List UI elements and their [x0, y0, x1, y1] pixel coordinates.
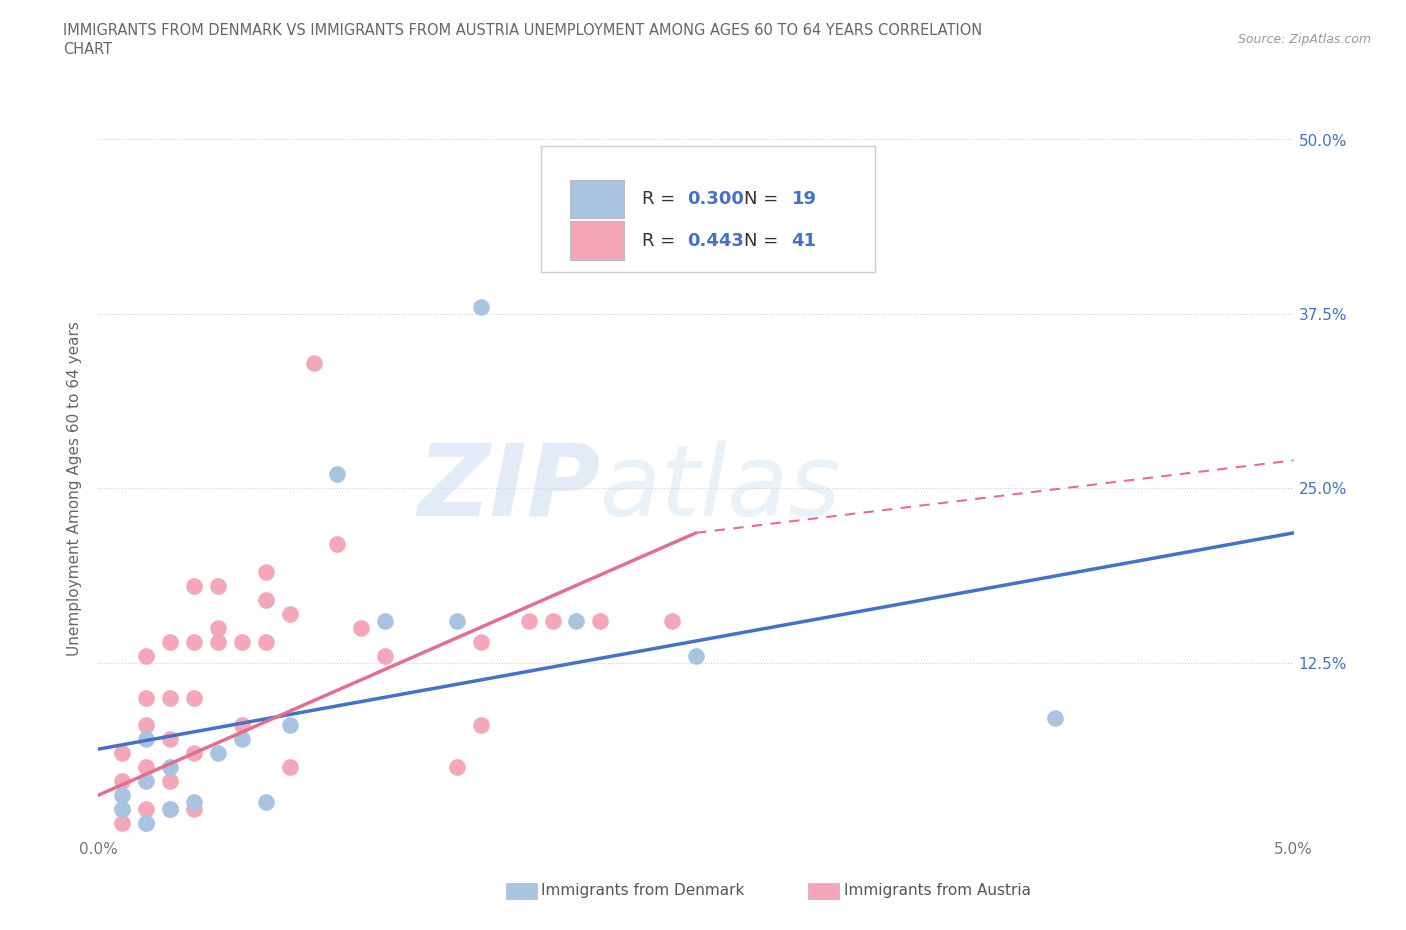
Point [470, 718, 492, 733]
Point [135, 718, 157, 733]
Point [111, 788, 134, 803]
Point [302, 355, 325, 370]
Text: Immigrants from Austria: Immigrants from Austria [844, 884, 1031, 898]
FancyBboxPatch shape [540, 147, 875, 272]
Text: R =: R = [643, 190, 681, 207]
Point [278, 760, 301, 775]
Point [326, 537, 349, 551]
Text: 41: 41 [792, 232, 817, 249]
Point [231, 718, 253, 733]
Point [685, 648, 707, 663]
Point [111, 746, 134, 761]
Text: IMMIGRANTS FROM DENMARK VS IMMIGRANTS FROM AUSTRIA UNEMPLOYMENT AMONG AGES 60 TO: IMMIGRANTS FROM DENMARK VS IMMIGRANTS FR… [63, 23, 983, 38]
Point [446, 760, 468, 775]
Point [159, 802, 181, 817]
Point [1043, 711, 1066, 725]
Point [111, 802, 134, 817]
Point [135, 774, 157, 789]
Text: R =: R = [643, 232, 681, 249]
Point [207, 746, 229, 761]
Point [159, 690, 181, 705]
Point [111, 816, 134, 830]
Point [326, 467, 349, 482]
FancyBboxPatch shape [571, 221, 624, 259]
Point [183, 802, 205, 817]
Y-axis label: Unemployment Among Ages 60 to 64 years: Unemployment Among Ages 60 to 64 years [66, 321, 82, 656]
Point [159, 760, 181, 775]
Text: N =: N = [744, 232, 783, 249]
Point [111, 774, 134, 789]
Text: CHART: CHART [63, 42, 112, 57]
Text: atlas: atlas [600, 440, 842, 537]
Text: 0.300: 0.300 [688, 190, 745, 207]
Point [374, 648, 396, 663]
Point [207, 578, 229, 593]
Point [278, 718, 301, 733]
Point [159, 802, 181, 817]
Point [350, 620, 373, 635]
Point [565, 614, 588, 629]
Point [278, 606, 301, 621]
Point [470, 299, 492, 314]
Text: N =: N = [744, 190, 783, 207]
Point [135, 816, 157, 830]
Point [135, 690, 157, 705]
Point [661, 614, 683, 629]
Point [183, 690, 205, 705]
Point [207, 620, 229, 635]
Point [517, 614, 540, 629]
Point [541, 614, 564, 629]
Text: 19: 19 [792, 190, 817, 207]
Point [374, 614, 396, 629]
Text: 0.443: 0.443 [688, 232, 745, 249]
Point [231, 732, 253, 747]
Text: Immigrants from Denmark: Immigrants from Denmark [541, 884, 745, 898]
Point [231, 634, 253, 649]
Text: Source: ZipAtlas.com: Source: ZipAtlas.com [1237, 33, 1371, 46]
Point [135, 732, 157, 747]
Point [135, 816, 157, 830]
Point [111, 802, 134, 817]
Point [254, 565, 277, 579]
Point [183, 578, 205, 593]
Point [183, 746, 205, 761]
Point [589, 614, 612, 629]
Point [446, 614, 468, 629]
Point [254, 592, 277, 607]
Point [135, 802, 157, 817]
Point [159, 732, 181, 747]
FancyBboxPatch shape [571, 179, 624, 218]
Point [135, 760, 157, 775]
Point [159, 634, 181, 649]
Point [254, 634, 277, 649]
Point [207, 634, 229, 649]
Point [159, 774, 181, 789]
Point [135, 648, 157, 663]
Point [254, 794, 277, 809]
Point [470, 634, 492, 649]
Text: ZIP: ZIP [418, 440, 600, 537]
Point [183, 794, 205, 809]
Point [183, 634, 205, 649]
